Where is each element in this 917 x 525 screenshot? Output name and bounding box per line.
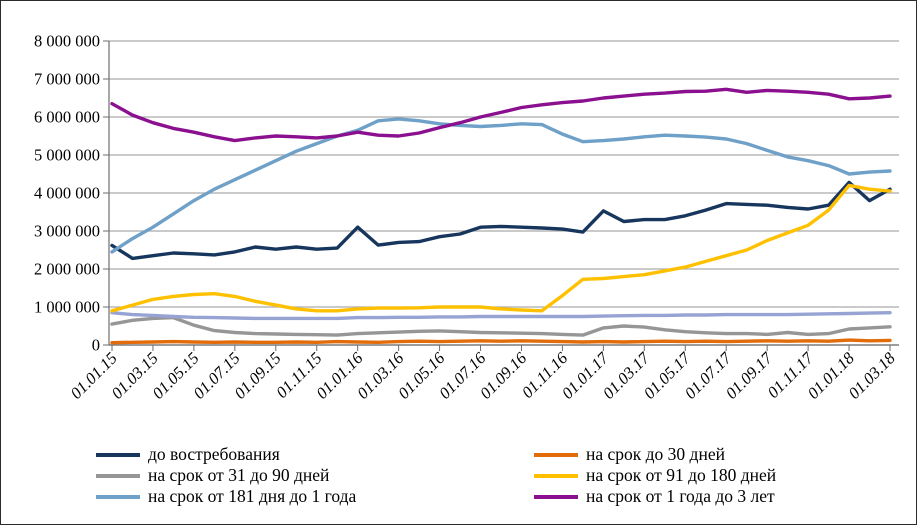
series-line-3 xyxy=(110,183,892,313)
y-axis-tick-label: 7 000 000 xyxy=(34,70,100,89)
y-axis-tick-label: 0 xyxy=(92,336,100,355)
legend-label: до востребования xyxy=(148,444,280,464)
y-axis-tick-label: 4 000 000 xyxy=(34,184,100,203)
series-line-6 xyxy=(110,311,892,321)
legend-swatch-1-3-years xyxy=(534,494,578,499)
legend-swatch-181-days-1-year xyxy=(96,494,140,499)
y-axis-tick-label: 2 000 000 xyxy=(34,260,100,279)
legend-label: на срок от 91 до 180 дней xyxy=(586,465,777,485)
legend-column-right: на срок до 30 дней на срок от 91 до 180 … xyxy=(534,444,776,507)
legend-label: на срок от 1 года до 3 лет xyxy=(586,486,775,506)
legend-swatch-31-90-days xyxy=(96,473,140,478)
series-line-0 xyxy=(110,180,892,261)
legend-item-31-90-days: на срок от 31 до 90 дней xyxy=(96,465,356,486)
y-axis-tick-label: 3 000 000 xyxy=(34,222,100,241)
y-axis-tick-label: 5 000 000 xyxy=(34,146,100,165)
legend-column-left: до востребования на срок от 31 до 90 дне… xyxy=(96,444,356,507)
y-axis-tick-label: 8 000 000 xyxy=(34,32,100,51)
legend-item-1-3-years: на срок от 1 года до 3 лет xyxy=(534,486,776,507)
series-line-5 xyxy=(110,87,892,143)
legend-item-demand-deposits: до востребования xyxy=(96,444,356,465)
x-axis-tick-label: 01.09.15 xyxy=(230,348,284,402)
legend-label: на срок до 30 дней xyxy=(586,444,725,464)
series-line-1 xyxy=(110,338,892,345)
y-axis-tick-label: 6 000 000 xyxy=(34,108,100,127)
legend-label: на срок от 181 дня до 1 года xyxy=(148,486,357,506)
legend-item-91-180-days: на срок от 91 до 180 дней xyxy=(534,465,776,486)
legend-swatch-91-180-days xyxy=(534,473,578,478)
series-line-2 xyxy=(110,315,892,337)
legend-label: на срок от 31 до 90 дней xyxy=(148,465,330,485)
x-axis-tick-label: 01.03.18 xyxy=(845,348,900,403)
legend-swatch-demand-deposits xyxy=(96,452,140,457)
legend-swatch-up-to-30-days xyxy=(534,452,578,457)
legend-item-181-days-1-year: на срок от 181 дня до 1 года xyxy=(96,486,356,507)
y-axis-tick-label: 1 000 000 xyxy=(34,298,100,317)
series-line-4 xyxy=(110,117,892,254)
legend-item-up-to-30-days: на срок до 30 дней xyxy=(534,444,776,465)
deposits-by-term-line-chart: 0 1 000 000 2 000 000 3 000 000 4 000 000 5 0… xyxy=(34,32,900,403)
